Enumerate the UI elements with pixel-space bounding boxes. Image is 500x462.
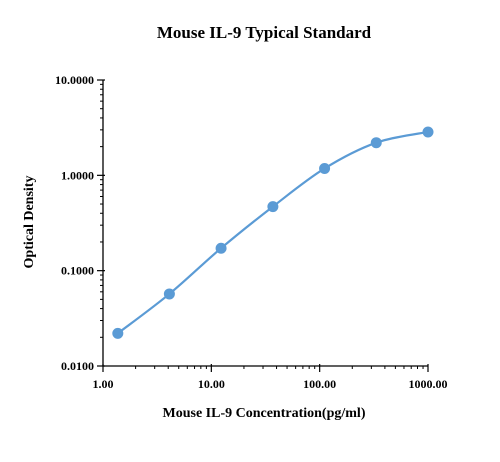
data-point	[319, 162, 331, 174]
data-point	[112, 327, 124, 339]
y-axis-label: Optical Density	[22, 176, 37, 269]
data-point	[370, 137, 382, 149]
x-tick-label: 1000.00	[409, 377, 448, 391]
y-tick-label: 10.0000	[55, 73, 94, 87]
y-tick-label: 1.0000	[61, 168, 94, 182]
x-axis-label: Mouse IL-9 Concentration(pg/ml)	[163, 406, 366, 421]
y-tick-label: 0.1000	[61, 264, 94, 278]
data-point	[267, 201, 279, 213]
chart-title: Mouse IL-9 Typical Standard	[157, 23, 372, 42]
data-point	[422, 126, 434, 138]
y-tick-label: 0.0100	[61, 359, 94, 373]
data-point	[163, 288, 175, 300]
plot-area: 0.0100 0.1000 1.0000 10.0000 1.00 10.00 100.00…	[55, 73, 448, 391]
x-tick-label: 1.00	[93, 377, 114, 391]
x-tick-label: 10.00	[198, 377, 225, 391]
series-line	[117, 130, 429, 335]
data-point	[215, 242, 227, 254]
x-tick-label: 100.00	[303, 377, 336, 391]
